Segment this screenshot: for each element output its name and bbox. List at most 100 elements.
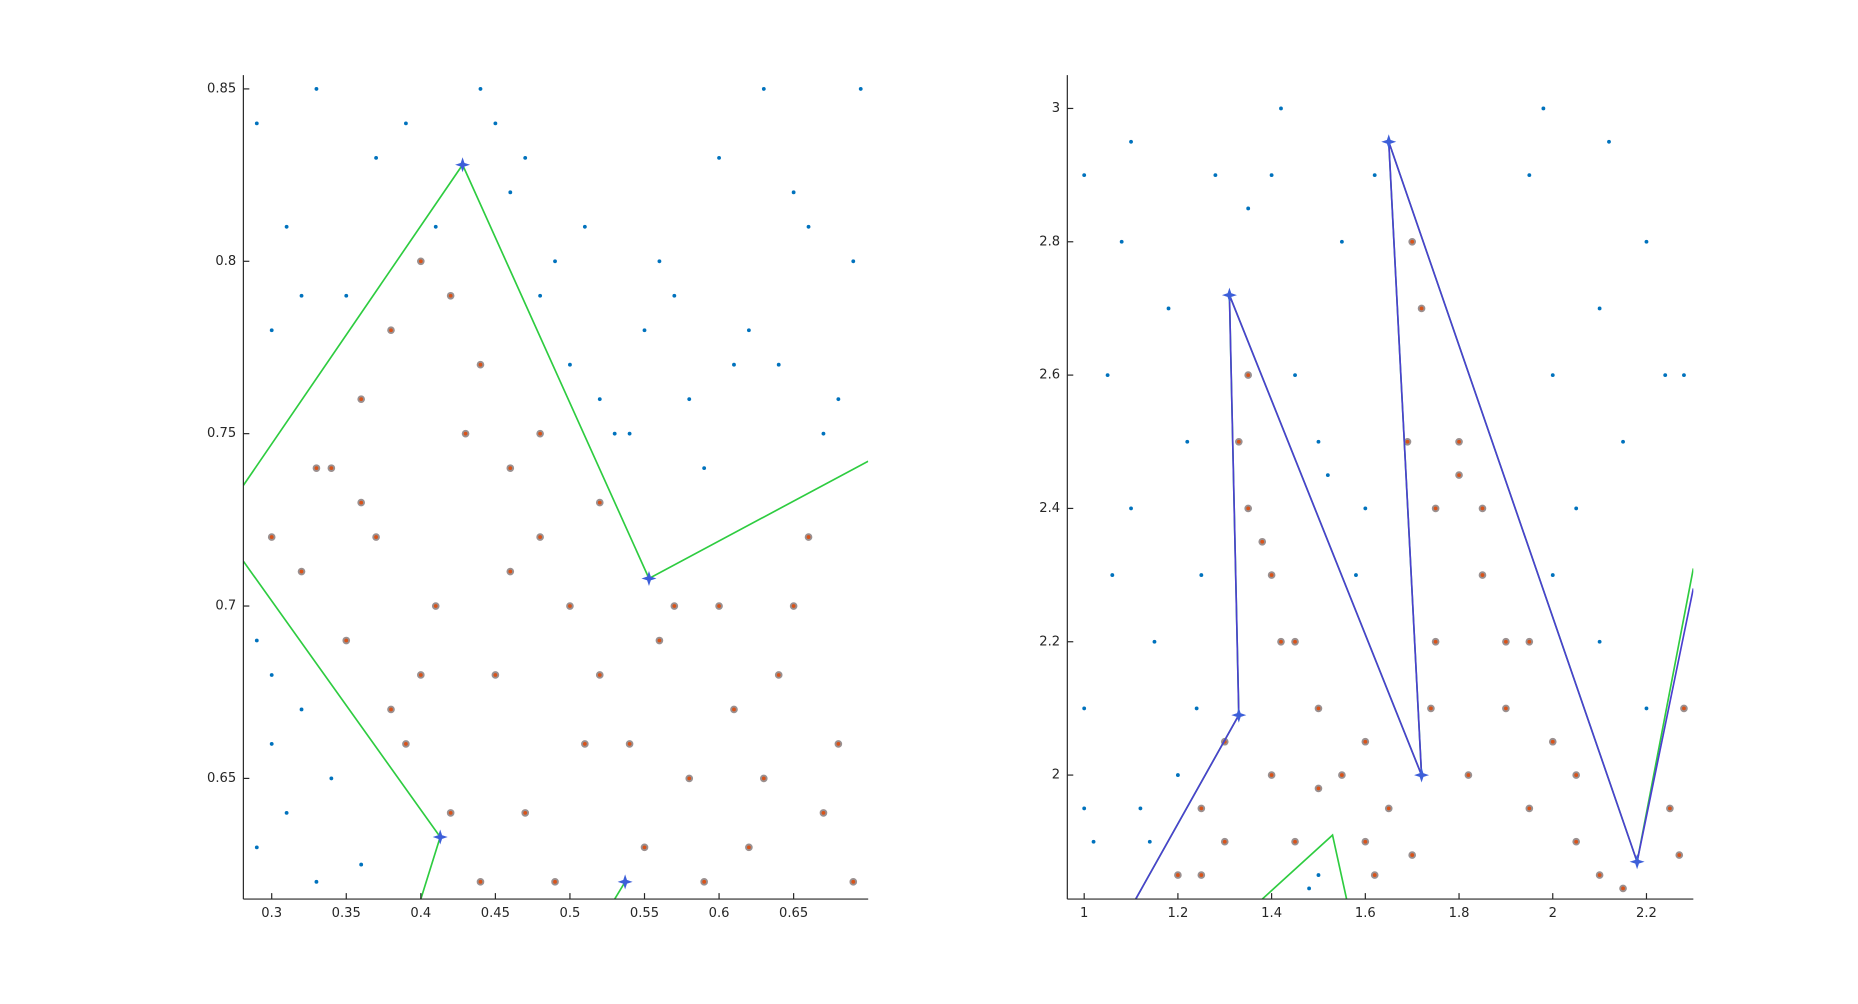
point — [1607, 139, 1611, 144]
point — [1213, 173, 1218, 178]
polygon-line — [243, 560, 442, 900]
inside-point — [1361, 837, 1370, 846]
point — [1152, 639, 1157, 644]
inside-point — [387, 326, 395, 335]
vertex-star — [641, 570, 657, 586]
point — [1597, 639, 1602, 644]
inside-point — [819, 809, 828, 817]
inside-point — [446, 809, 455, 817]
inside-point — [1408, 851, 1417, 859]
point — [1082, 173, 1087, 178]
point — [1119, 239, 1124, 244]
point — [1307, 886, 1312, 891]
inside-point — [312, 464, 321, 472]
point — [1293, 373, 1297, 378]
point — [1372, 173, 1377, 178]
y-tick-label: 0.7 — [215, 599, 236, 614]
inside-point — [849, 878, 858, 886]
point — [836, 397, 841, 402]
axes: 0.3 0.35 0.4 0.45 0.5 0.55 0.6 0.65 0.65 0.7 0.75 0… — [207, 75, 869, 921]
x-tick-label: 1.8 — [1449, 906, 1470, 921]
inside-point — [506, 567, 515, 576]
inside-point — [342, 636, 351, 645]
inside-point — [774, 671, 783, 679]
inside-point — [1244, 371, 1253, 379]
y-tick-label: 2.4 — [1039, 501, 1060, 516]
inside-point — [700, 878, 708, 886]
point — [1550, 573, 1555, 577]
point — [284, 224, 289, 229]
inside-point — [1595, 871, 1604, 879]
point — [821, 431, 826, 436]
point — [508, 190, 513, 195]
point — [1644, 706, 1649, 711]
x-tick-label: 0.45 — [481, 906, 510, 921]
inside-point — [536, 429, 544, 438]
point — [1175, 773, 1180, 777]
inside-point — [1680, 704, 1688, 713]
inside-point — [1417, 304, 1426, 313]
x-tick-label: 2.2 — [1636, 906, 1657, 921]
inside-point — [1361, 737, 1370, 746]
point — [553, 259, 557, 264]
x-tick-label: 0.35 — [332, 906, 361, 921]
point — [1129, 139, 1133, 144]
point — [1527, 173, 1532, 178]
inside-point — [357, 498, 365, 507]
point — [478, 87, 483, 91]
point — [269, 742, 274, 746]
point — [1541, 106, 1546, 111]
point — [299, 293, 304, 298]
inside-point — [491, 671, 500, 679]
inside-point — [1234, 437, 1243, 446]
point — [254, 121, 259, 126]
point — [269, 328, 274, 333]
point — [687, 397, 692, 402]
inside-point — [506, 464, 515, 472]
inside-point — [640, 843, 649, 852]
axes: 1 1.2 1.4 1.6 1.8 2 2.2 2 2.2 2.4 2.6 2.8 3 — [1039, 75, 1694, 921]
inside-point — [1197, 871, 1206, 879]
inside-point — [446, 291, 455, 300]
inside-point — [1431, 637, 1440, 646]
inside-point — [1220, 837, 1229, 846]
x-tick-label: 1.6 — [1355, 906, 1376, 921]
point — [858, 87, 863, 91]
inside-point — [327, 464, 336, 472]
point — [672, 293, 677, 298]
y-tick-label: 2 — [1052, 768, 1060, 783]
point — [1082, 806, 1087, 811]
point — [582, 224, 587, 229]
point — [1246, 206, 1251, 211]
x-tick-label: 0.65 — [779, 906, 808, 921]
inside-point — [431, 602, 440, 610]
point — [642, 328, 647, 333]
point — [359, 862, 364, 867]
inside-point — [1277, 637, 1285, 646]
inside-point — [1291, 637, 1299, 646]
inside-point — [551, 878, 559, 886]
point — [314, 879, 319, 884]
inside-point — [1502, 704, 1510, 713]
point — [269, 673, 274, 677]
point — [538, 293, 543, 298]
inside-point — [1572, 771, 1581, 779]
y-tick-label: 2.2 — [1039, 634, 1060, 649]
inside-point — [1478, 571, 1487, 579]
inside-point — [581, 740, 589, 748]
point — [1082, 706, 1087, 711]
point — [1621, 439, 1625, 444]
point — [344, 293, 349, 298]
point — [1339, 239, 1344, 244]
point — [404, 121, 408, 126]
vertex-star — [1414, 767, 1430, 783]
x-tick-label: 0.5 — [560, 906, 581, 921]
point — [1147, 839, 1152, 844]
point — [791, 190, 796, 195]
inside-point — [1464, 771, 1473, 779]
point — [1279, 106, 1283, 111]
polygon-line — [1135, 141, 1694, 900]
point — [1682, 373, 1686, 378]
x-tick-label: 1.4 — [1261, 906, 1282, 921]
inside-point — [1525, 804, 1534, 813]
